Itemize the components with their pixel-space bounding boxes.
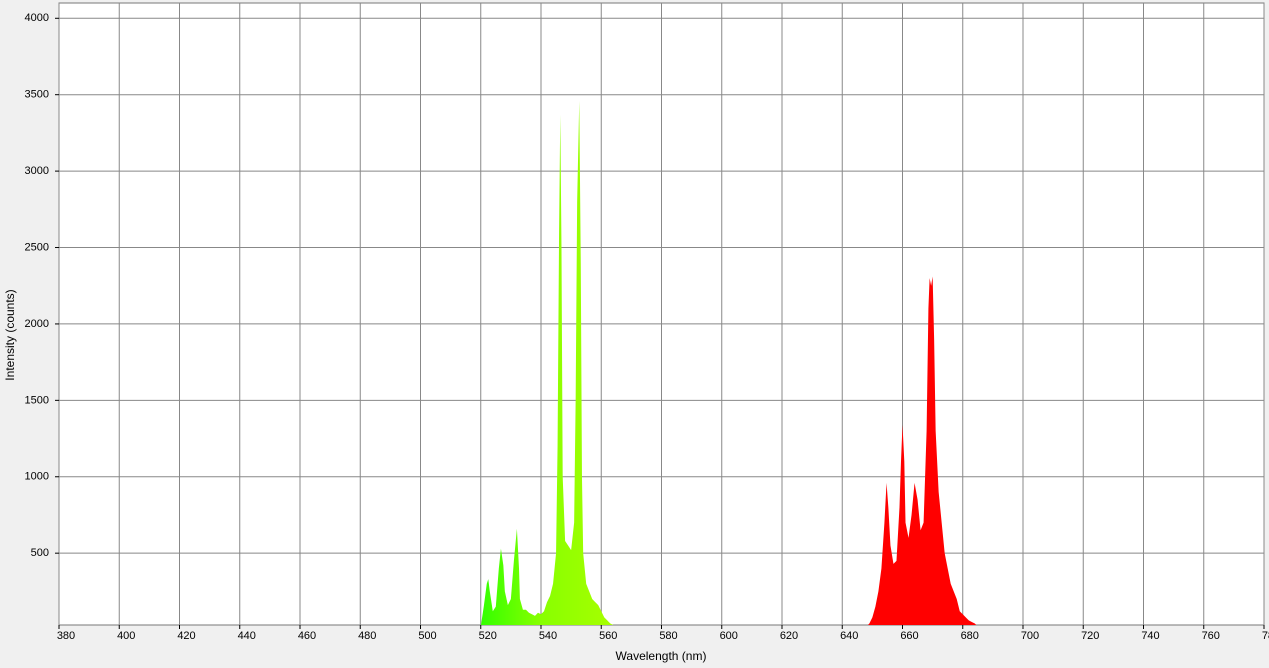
y-axis-title: Intensity (counts): [3, 289, 17, 380]
x-tick-label: 380: [57, 630, 75, 642]
x-tick-label: 760: [1202, 630, 1220, 642]
x-tick-label: 680: [961, 630, 979, 642]
x-tick-label: 480: [358, 630, 376, 642]
x-tick-label: 620: [780, 630, 798, 642]
y-tick-label: 1500: [25, 394, 49, 406]
x-tick-label: 520: [479, 630, 497, 642]
y-tick-label: 2000: [25, 318, 49, 330]
y-tick-label: 3500: [25, 89, 49, 101]
x-tick-label: 500: [418, 630, 436, 642]
x-tick-label: 400: [117, 630, 135, 642]
y-tick-label: 1000: [25, 471, 49, 483]
spectrum-area: [863, 276, 981, 625]
y-tick-label: 500: [31, 547, 49, 559]
x-tick-label: 720: [1081, 630, 1099, 642]
x-tick-label: 580: [659, 630, 677, 642]
x-tick-label: 560: [599, 630, 617, 642]
x-tick-label: 540: [539, 630, 557, 642]
x-tick-label: 640: [840, 630, 858, 642]
y-tick-label: 3000: [25, 165, 49, 177]
x-tick-label: 420: [177, 630, 195, 642]
x-tick-label: 780: [1262, 630, 1269, 642]
y-tick-label: 2500: [25, 241, 49, 253]
y-tick-label: 4000: [25, 12, 49, 24]
x-tick-label: 460: [298, 630, 316, 642]
x-tick-label: 600: [720, 630, 738, 642]
x-tick-label: 660: [900, 630, 918, 642]
x-tick-label: 440: [238, 630, 256, 642]
x-axis-title: Wavelength (nm): [616, 649, 707, 663]
x-tick-label: 740: [1141, 630, 1159, 642]
x-tick-label: 700: [1021, 630, 1039, 642]
